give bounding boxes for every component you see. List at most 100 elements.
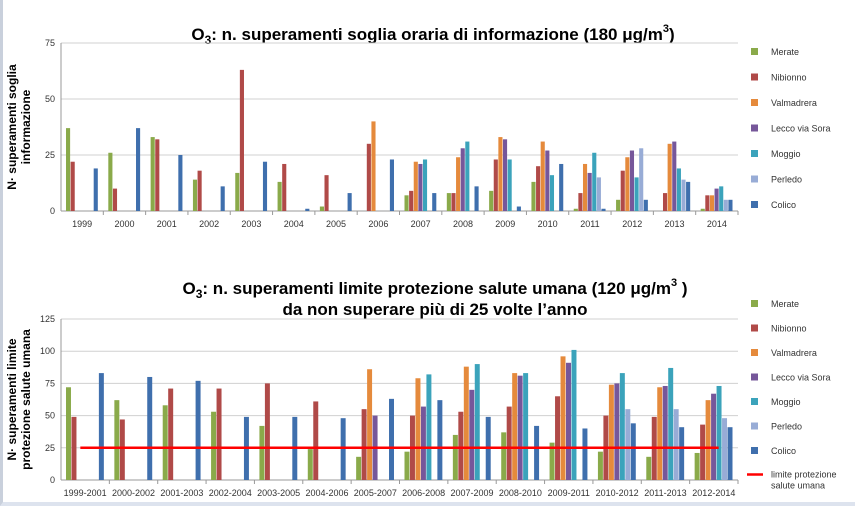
legend-label: Lecco via Sora — [771, 124, 831, 134]
bar-moggio — [426, 374, 432, 480]
bar-nibionno — [216, 388, 222, 480]
legend-label: limite protezione salute umana — [771, 470, 837, 491]
chart-information-threshold: O3: n. superamenti soglia oraria di info… — [5, 23, 831, 229]
legend-label: Nibionno — [771, 324, 807, 334]
bar-merate — [66, 387, 71, 480]
bar-nibionno — [264, 383, 270, 480]
bar-merate — [404, 195, 409, 211]
bar-colico — [582, 428, 588, 480]
y-axis-label-line: informazione — [19, 89, 33, 164]
legend-label: Lecco via Sora — [771, 373, 831, 383]
legend-swatch — [751, 73, 758, 81]
x-tick-label: 2003-2005 — [257, 488, 300, 498]
y-tick-label: 75 — [45, 378, 55, 388]
y-tick-label: 0 — [50, 206, 55, 216]
bar-nibionno — [536, 166, 541, 211]
bar-perledo — [722, 418, 728, 480]
bar-colico — [347, 193, 352, 211]
bar-moggio — [474, 364, 480, 480]
x-tick-label: 2002-2004 — [209, 488, 252, 498]
bar-lecco-via-sora — [587, 172, 592, 211]
x-tick-label: 2003 — [241, 219, 261, 229]
bar-merate — [616, 199, 621, 211]
bar-colico — [534, 425, 540, 480]
bar-moggio — [571, 349, 577, 480]
y-axis-label-line: N· superamenti soglia — [5, 64, 19, 190]
bar-valmadrera — [415, 378, 421, 480]
legend-label: Valmadrera — [771, 98, 817, 108]
bar-nibionno — [700, 424, 706, 480]
bar-nibionno — [506, 406, 512, 480]
bar-perledo — [639, 148, 644, 211]
bar-lecco-via-sora — [672, 141, 677, 211]
bar-moggio — [422, 159, 428, 211]
bar-nibionno — [324, 175, 329, 211]
y-tick-label: 100 — [40, 346, 55, 356]
bar-merate — [192, 179, 198, 211]
y-tick-label: 125 — [40, 314, 55, 324]
bar-valmadrera — [560, 356, 566, 480]
bar-colico — [630, 423, 636, 480]
bar-colico — [643, 199, 648, 211]
bar-merate — [694, 452, 700, 480]
bar-moggio — [668, 367, 674, 480]
bar-lecco-via-sora — [711, 393, 717, 480]
title-subscript: 3 — [196, 287, 203, 301]
bar-nibionno — [70, 161, 75, 211]
bar-colico — [147, 376, 153, 480]
bar-colico — [305, 208, 310, 211]
title-part: : n. superamenti limite protezione salut… — [202, 279, 671, 298]
bar-valmadrera — [413, 161, 418, 211]
bar-moggio — [523, 373, 529, 480]
bar-nibionno — [361, 409, 367, 480]
x-tick-label: 2011-2013 — [644, 488, 686, 498]
bar-nibionno — [313, 401, 319, 480]
bar-nibionno — [168, 388, 174, 480]
y-tick-label: 25 — [45, 150, 55, 160]
bar-nibionno — [555, 396, 561, 480]
bar-nibionno — [493, 159, 498, 211]
bar-valmadrera — [512, 373, 518, 480]
bar-merate — [235, 172, 240, 211]
bar-nibionno — [71, 416, 77, 480]
bar-lecco-via-sora — [469, 389, 475, 480]
bar-colico — [601, 208, 606, 211]
x-tick-label: 2000-2002 — [112, 488, 155, 498]
bar-colico — [340, 418, 346, 480]
legend-swatch — [751, 447, 758, 454]
bar-colico — [178, 155, 183, 211]
legend-swatch — [751, 124, 758, 132]
bar-colico — [220, 186, 225, 211]
bar-lecco-via-sora — [629, 150, 635, 211]
x-tick-label: 2005-2007 — [354, 488, 397, 498]
bar-merate — [211, 411, 217, 480]
y-tick-label: 25 — [45, 443, 55, 453]
x-tick-label: 2002 — [199, 219, 219, 229]
bar-colico — [516, 206, 521, 211]
bar-merate — [549, 442, 555, 480]
x-tick-label: 2006-2008 — [402, 488, 445, 498]
y-tick-label: 75 — [45, 38, 55, 48]
bar-moggio — [676, 168, 681, 211]
bar-nibionno — [197, 170, 202, 211]
bar-valmadrera — [498, 137, 503, 211]
legend-swatch — [751, 349, 758, 356]
bar-merate — [573, 208, 578, 211]
legend-label: Perledo — [771, 175, 802, 185]
bar-merate — [259, 425, 265, 480]
bar-nibionno — [155, 139, 160, 211]
bar-colico — [559, 163, 564, 211]
bar-lecco-via-sora — [502, 139, 508, 211]
x-tick-label: 2009-2011 — [548, 488, 590, 498]
x-tick-label: 2012-2014 — [692, 488, 735, 498]
bar-valmadrera — [456, 157, 461, 211]
bar-moggio — [716, 385, 722, 480]
bar-valmadrera — [582, 163, 588, 211]
x-tick-label: 2008-2010 — [499, 488, 542, 498]
chart-title: O3: n. superamenti soglia oraria di info… — [191, 23, 674, 47]
chart-title-line2: da non superare più di 25 volte l’anno — [282, 300, 587, 319]
x-tick-label: 1999 — [72, 219, 92, 229]
legend-swatch — [751, 373, 758, 381]
title-superscript: 3 — [663, 23, 669, 35]
bar-colico — [195, 380, 201, 480]
